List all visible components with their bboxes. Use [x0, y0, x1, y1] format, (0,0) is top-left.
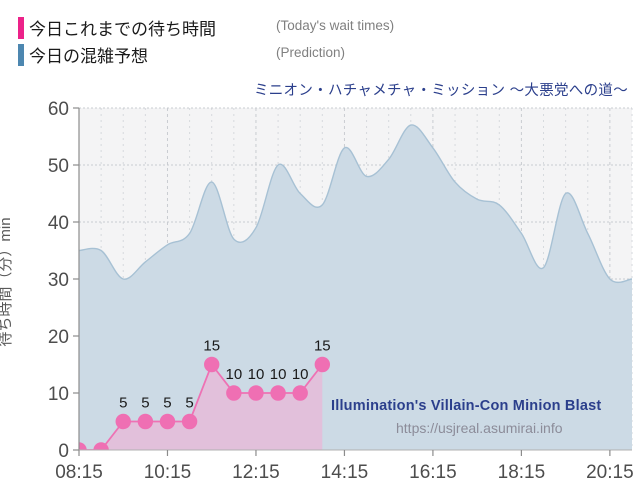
legend-swatch-prediction [18, 43, 24, 66]
data-point-label: 15 [203, 338, 220, 355]
legend-english-prediction: (Prediction) [276, 45, 346, 60]
data-point [137, 413, 154, 430]
data-point [159, 413, 176, 430]
y-tick-label: 50 [48, 156, 69, 177]
x-tick-label: 12:15 [232, 462, 280, 483]
x-tick-label: 14:15 [321, 462, 369, 483]
legend-label-actual: 今日これまでの待ち時間 [29, 20, 216, 39]
data-point [292, 385, 308, 401]
data-point [314, 356, 331, 373]
data-point [270, 385, 286, 401]
actual-area [79, 364, 323, 450]
legend-label-prediction: 今日の混雑予想 [29, 47, 148, 66]
attribution-url: https://usjreal.asumirai.info [396, 420, 563, 436]
y-tick-label: 30 [48, 270, 69, 291]
data-point-label: 5 [185, 395, 193, 412]
data-point [248, 385, 264, 401]
data-point-label: 15 [314, 338, 331, 355]
x-tick-label: 18:15 [498, 462, 546, 483]
x-tick-label: 16:15 [409, 462, 457, 483]
chart-legend: 今日これまでの待ち時間 今日の混雑予想 [18, 14, 618, 68]
data-point-label: 5 [119, 395, 127, 412]
data-point [115, 413, 131, 430]
data-point-label: 5 [141, 395, 149, 412]
y-tick-label: 40 [48, 213, 69, 234]
legend-english-actual: (Today's wait times) [276, 18, 395, 33]
data-point [181, 413, 198, 430]
data-point-label: 10 [248, 366, 265, 383]
y-tick-label: 60 [48, 99, 69, 120]
legend-item-prediction: 今日の混雑予想 [18, 41, 618, 68]
x-tick-label: 20:15 [586, 462, 634, 483]
data-point-label: 10 [270, 366, 287, 383]
data-point-label: 5 [163, 395, 171, 412]
data-point-label: 10 [292, 366, 309, 383]
attribution-name: Illumination's Villain-Con Minion Blast [331, 398, 602, 414]
y-tick-label: 10 [48, 384, 69, 405]
y-axis-ticks: 0 10 20 30 40 50 60 [48, 99, 79, 462]
legend-swatch-actual [18, 16, 24, 39]
x-tick-label: 08:15 [55, 462, 103, 483]
y-tick-label: 20 [48, 327, 69, 348]
legend-item-actual: 今日これまでの待ち時間 [18, 14, 618, 41]
data-point [204, 356, 220, 373]
actual-series [79, 356, 331, 450]
x-axis-ticks: 08:15 10:15 12:15 14:15 16:15 18:15 20:15 [55, 450, 634, 483]
y-tick-label: 0 [58, 441, 69, 462]
chart-title: ミニオン・ハチャメチャ・ミッション 〜大悪党への道〜 [253, 83, 628, 99]
data-point-label: 10 [225, 366, 242, 383]
x-tick-label: 10:15 [144, 462, 192, 483]
data-point [226, 385, 242, 401]
prediction-line [79, 124, 632, 284]
